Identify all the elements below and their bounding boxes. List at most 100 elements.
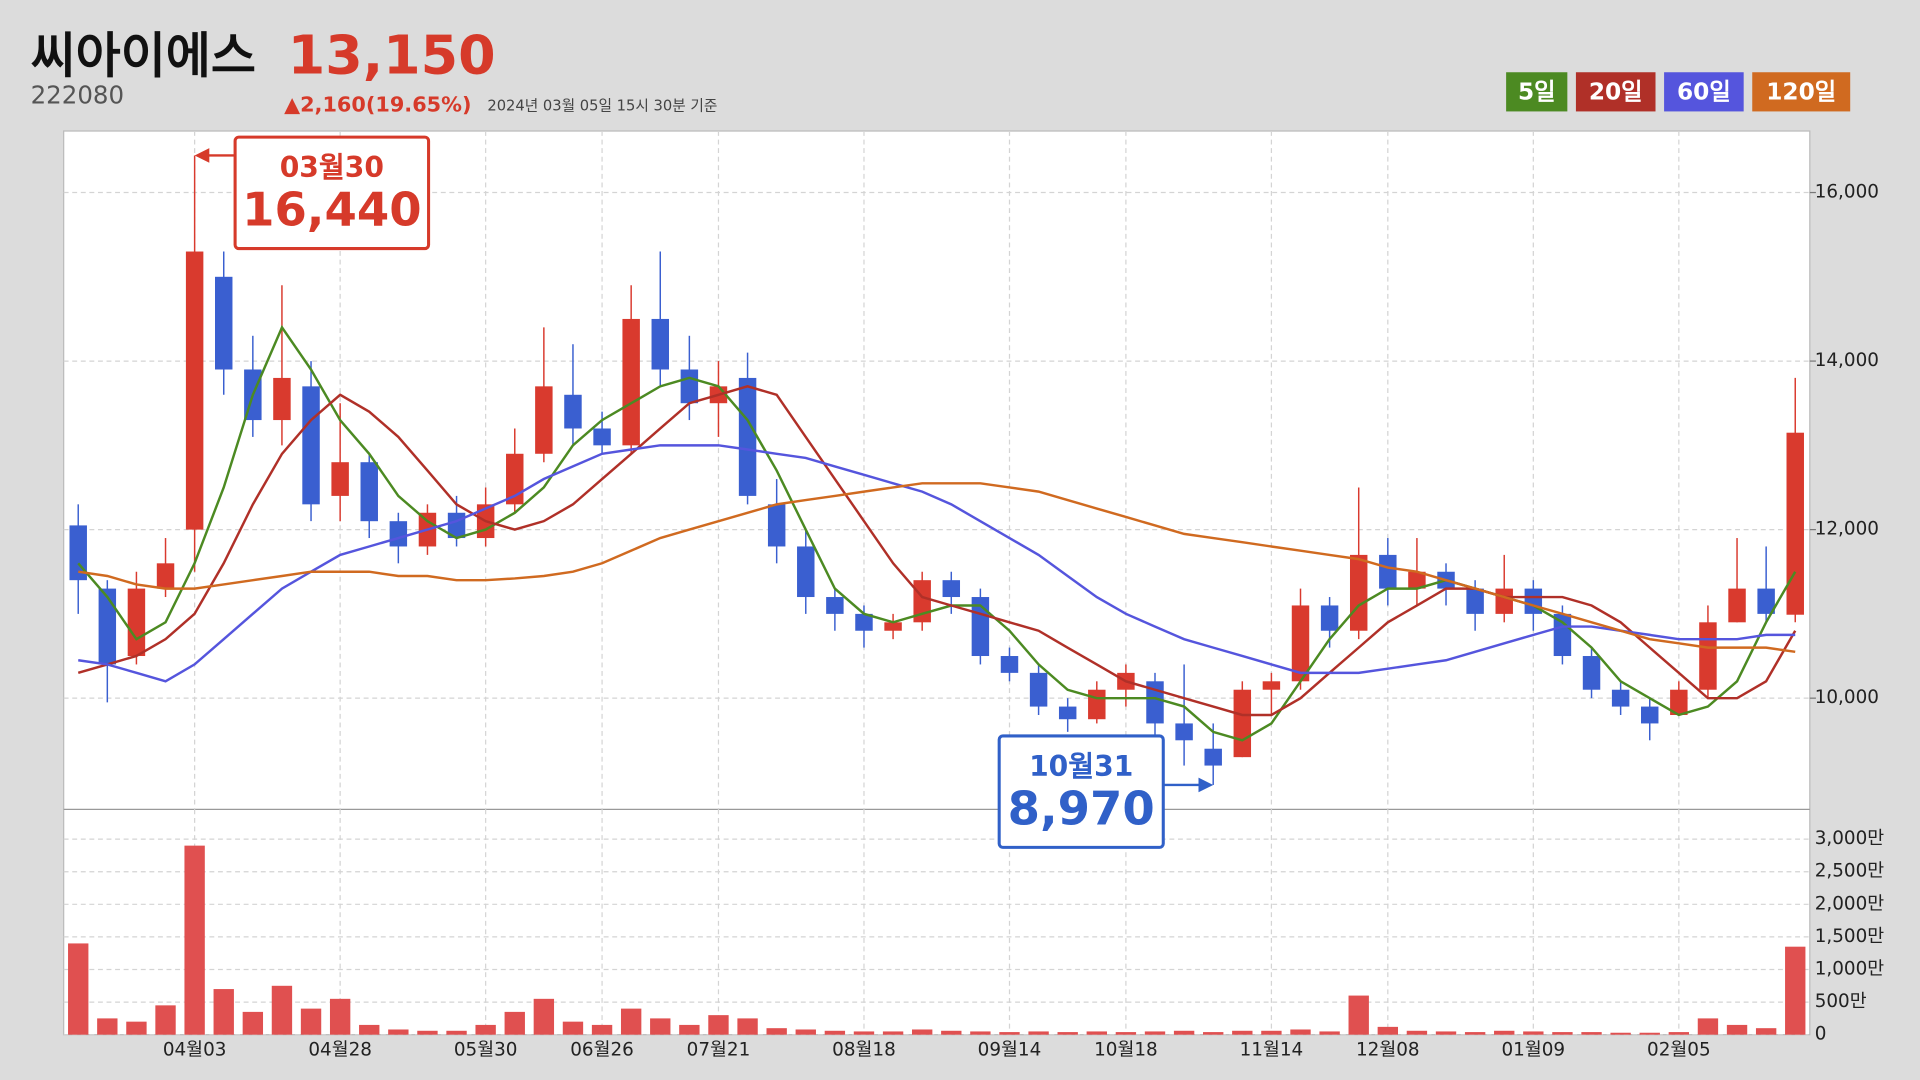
x-tick-label: 08월18 <box>832 1040 896 1061</box>
candle-body <box>1495 588 1513 614</box>
ma-line <box>77 385 1797 717</box>
candle-body <box>738 377 757 496</box>
candle-body <box>1582 656 1601 690</box>
annotation-box <box>233 135 431 251</box>
candle-body <box>622 318 640 446</box>
y-tick-label: 14,000 <box>1815 350 1879 371</box>
volume-bar <box>1319 1031 1340 1035</box>
volume-bar <box>1726 1024 1748 1035</box>
volume-bar <box>329 998 351 1035</box>
candle-body <box>1408 571 1426 589</box>
legend-swatch <box>1575 72 1656 112</box>
volume-bar <box>155 1005 176 1035</box>
stock-code: 222080 <box>31 81 124 110</box>
annotation-box <box>997 734 1165 849</box>
volume-bar <box>1639 1032 1660 1035</box>
candle-body <box>1466 588 1484 614</box>
candle-body <box>767 504 786 547</box>
volume-bar <box>1057 1032 1078 1035</box>
candle-body <box>331 462 349 496</box>
candle-body <box>1641 706 1659 724</box>
price-change: ▲2,160(19.65%) <box>284 92 471 116</box>
volume-bar <box>620 1008 642 1035</box>
volume-bar <box>882 1031 904 1035</box>
candle-body <box>273 377 291 421</box>
candle-body <box>826 597 844 614</box>
candle-body <box>1757 588 1775 614</box>
volume-bar <box>1581 1032 1602 1035</box>
volume-bar <box>1115 1032 1137 1035</box>
candle-body <box>1291 605 1310 682</box>
volume-bar <box>68 943 89 1035</box>
volume-bar <box>941 1030 962 1035</box>
volume-tick-label: 0 <box>1815 1024 1827 1045</box>
volume-bar <box>1494 1030 1515 1035</box>
candle-body <box>680 369 699 404</box>
x-tick-label: 07월21 <box>687 1040 751 1061</box>
candle-body <box>1349 554 1368 631</box>
volume-bar <box>737 1018 758 1035</box>
volume-bar <box>1435 1031 1457 1035</box>
plot-area <box>63 130 1811 1036</box>
candle-body <box>1786 432 1804 615</box>
candle-body <box>1611 689 1630 707</box>
legend-label: 5일 <box>1518 79 1556 106</box>
volume-bar <box>1290 1029 1311 1035</box>
volume-bar <box>1668 1032 1690 1035</box>
volume-bar <box>999 1032 1020 1035</box>
volume-bar <box>417 1030 438 1035</box>
volume-bar <box>708 1015 729 1035</box>
volume-bar <box>1144 1031 1166 1035</box>
volume-bar <box>766 1028 787 1035</box>
y-tick-label: 12,000 <box>1815 519 1879 540</box>
volume-bar <box>853 1031 875 1035</box>
volume-bar <box>1028 1031 1049 1035</box>
candle-body <box>651 318 669 370</box>
stock-price: 13,150 <box>288 23 496 86</box>
annotation-value: 8,970 <box>1008 781 1155 835</box>
candle-body <box>302 386 320 505</box>
candle-body <box>1088 689 1106 720</box>
volume-bar <box>1697 1018 1719 1035</box>
ma-line <box>78 444 1796 683</box>
volume-bar <box>1406 1030 1428 1035</box>
candle-body <box>1728 588 1746 623</box>
candle-body <box>1379 554 1397 589</box>
candle-body <box>1262 681 1281 690</box>
annotation-value: 16,440 <box>242 183 422 237</box>
volume-bar <box>475 1024 496 1035</box>
volume-bar <box>795 1029 816 1035</box>
volume-bar <box>1755 1028 1777 1035</box>
x-tick-label: 05월30 <box>454 1040 518 1061</box>
y-tick-label: 16,000 <box>1815 182 1879 203</box>
candle-body <box>1029 672 1048 707</box>
annotation-date: 10월31 <box>1029 750 1133 783</box>
volume-bar <box>242 1011 264 1035</box>
volume-bar <box>824 1030 846 1035</box>
volume-bar <box>446 1030 467 1035</box>
candle-body <box>564 394 582 429</box>
volume-bar <box>359 1024 380 1035</box>
volume-tick-label: 1,000만 <box>1815 959 1885 980</box>
candle-body <box>1670 689 1688 716</box>
volume-bar <box>911 1029 933 1035</box>
x-tick-label: 12월08 <box>1356 1040 1420 1061</box>
legend-swatch <box>1664 72 1744 112</box>
candle-body <box>535 386 553 454</box>
volume-bar <box>1552 1032 1573 1035</box>
volume-bar <box>388 1029 409 1035</box>
candle-body <box>1320 605 1339 631</box>
volume-bar <box>1232 1030 1253 1035</box>
candle-body <box>98 588 117 665</box>
y-tick-label: 10,000 <box>1815 687 1879 708</box>
candle-body <box>389 521 408 547</box>
candle-body <box>215 276 233 370</box>
volume-bar <box>1203 1032 1224 1035</box>
candle-body <box>942 580 961 598</box>
volume-bar <box>1785 946 1806 1035</box>
volume-bar <box>1086 1031 1107 1035</box>
candle-body <box>1000 656 1019 673</box>
timestamp: 2024년 03월 05일 15시 30분 기준 <box>487 98 717 115</box>
